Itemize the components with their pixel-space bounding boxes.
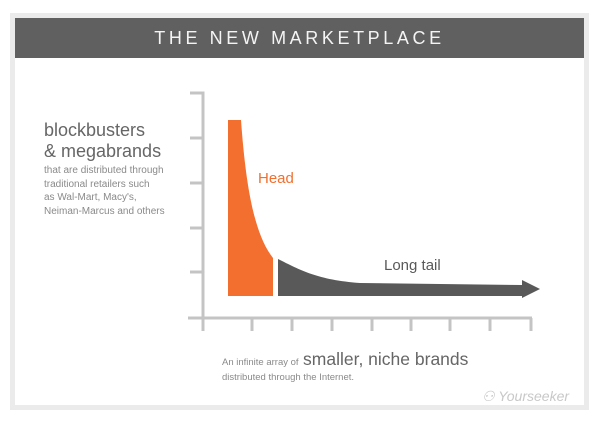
detail-line: as Wal-Mart, Macy's, <box>44 192 137 203</box>
y-axis <box>190 91 205 320</box>
caption-prefix: An infinite array of <box>222 357 299 368</box>
detail-line: that are distributed through <box>44 165 164 176</box>
head-label: Head <box>258 170 294 187</box>
y-axis-line <box>190 91 205 320</box>
watermark: ⚇ Yourseeker <box>482 388 569 405</box>
caption-emphasis: smaller, niche brands <box>303 349 469 369</box>
bottom-caption: An infinite array of smaller, niche bran… <box>222 349 468 370</box>
detail-line: traditional retailers such <box>44 178 150 190</box>
long-tail-arrow <box>278 259 540 298</box>
x-axis <box>188 316 533 331</box>
caption-line2: distributed through the Internet. <box>222 372 355 383</box>
title-bar: THE NEW MARKETPLACE <box>15 18 584 58</box>
heading-line: & megabrands <box>44 141 162 161</box>
watermark-text: Yourseeker <box>498 388 570 404</box>
wechat-icon: ⚇ <box>482 388 495 404</box>
diagram-frame <box>10 13 589 410</box>
heading-line: blockbusters <box>44 120 146 140</box>
head-area <box>228 120 273 296</box>
left-detail: that are distributed through traditional… <box>44 164 165 218</box>
left-heading: blockbusters & megabrands <box>44 120 161 162</box>
detail-line: Neiman-Marcus and others <box>44 205 165 217</box>
long-tail-label: Long tail <box>384 257 441 274</box>
